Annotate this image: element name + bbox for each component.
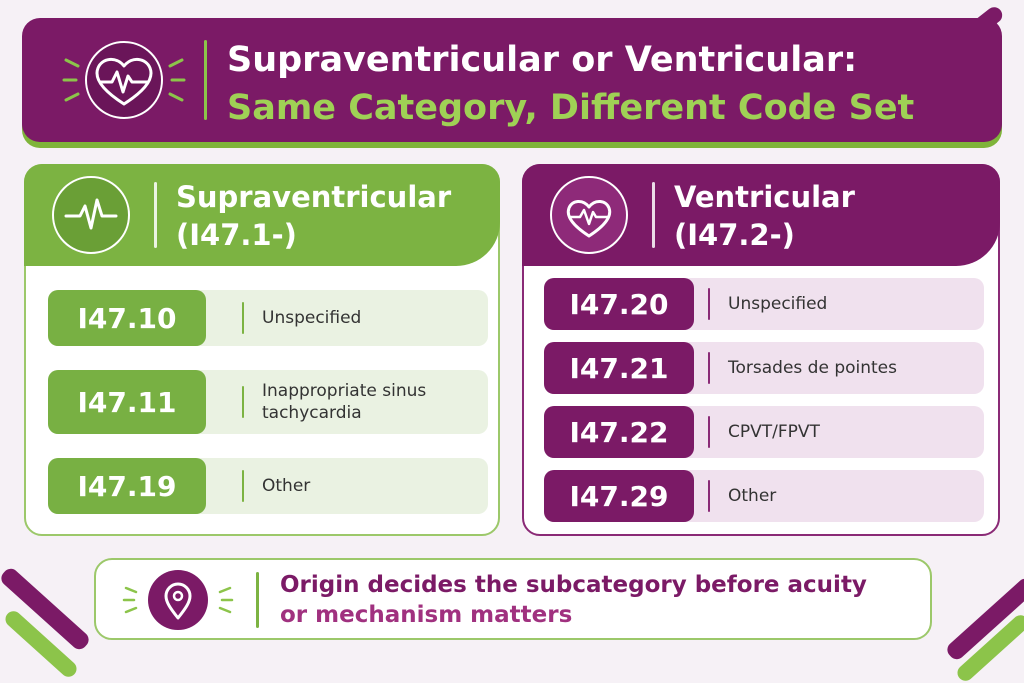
ventricular-panel-header: Ventricular (I47.2-) — [522, 164, 1000, 266]
code-description: Other — [728, 486, 777, 506]
code-badge: I47.11 — [48, 370, 206, 434]
code-row: I47.20 Unspecified — [544, 278, 984, 330]
header-title-line1: Supraventricular or Ventricular: — [227, 40, 858, 80]
code-row: I47.10 Unspecified — [48, 290, 488, 346]
footer-message-line1: Origin decides the subcategory before ac… — [280, 572, 867, 598]
ventricular-title-line2: (I47.2-) — [674, 218, 795, 252]
supraventricular-panel: Supraventricular (I47.1-) I47.10 Unspeci… — [24, 164, 500, 536]
header-title-line2: Same Category, Different Code Set — [227, 88, 915, 128]
code-description: Unspecified — [728, 294, 828, 314]
footer-callout: Origin decides the subcategory before ac… — [94, 558, 932, 640]
supraventricular-title-line1: Supraventricular — [176, 180, 452, 214]
row-divider — [708, 480, 710, 512]
code-description: Other — [262, 476, 311, 496]
supraventricular-title-line2: (I47.1-) — [176, 218, 297, 252]
code-row: I47.19 Other — [48, 458, 488, 514]
row-divider — [708, 416, 710, 448]
code-badge: I47.29 — [544, 470, 694, 522]
ventricular-panel: Ventricular (I47.2-) I47.20 Unspecified … — [522, 164, 1000, 536]
code-badge: I47.21 — [544, 342, 694, 394]
code-description: Unspecified — [262, 308, 362, 328]
code-description: Torsades de pointes — [728, 358, 897, 378]
heart-pulse-icon — [550, 176, 628, 254]
code-row: I47.11 Inappropriate sinus tachycardia — [48, 370, 488, 434]
code-badge: I47.20 — [544, 278, 694, 330]
code-description: Inappropriate sinus tachycardia — [262, 381, 427, 423]
code-row: I47.22 CPVT/FPVT — [544, 406, 984, 458]
ventricular-title-line1: Ventricular — [674, 180, 855, 214]
header-banner: Supraventricular or Ventricular: Same Ca… — [22, 18, 1002, 142]
row-divider — [708, 288, 710, 320]
footer-message: Origin decides the subcategory before ac… — [280, 570, 867, 630]
code-row: I47.21 Torsades de pointes — [544, 342, 984, 394]
code-badge: I47.19 — [48, 458, 206, 514]
panel-header-divider — [652, 182, 655, 248]
code-badge: I47.22 — [544, 406, 694, 458]
row-divider — [242, 302, 244, 334]
supraventricular-panel-header: Supraventricular (I47.1-) — [24, 164, 500, 266]
code-badge: I47.10 — [48, 290, 206, 346]
row-divider — [242, 470, 244, 502]
row-divider — [242, 386, 244, 418]
code-description: CPVT/FPVT — [728, 422, 820, 442]
row-divider — [708, 352, 710, 384]
footer-message-line2: or mechanism matters — [280, 602, 573, 628]
footer-divider — [256, 572, 259, 628]
supraventricular-title: Supraventricular (I47.1-) — [176, 178, 451, 254]
code-row: I47.29 Other — [544, 470, 984, 522]
panel-header-divider — [154, 182, 157, 248]
pulse-wave-icon — [52, 176, 130, 254]
location-pin-icon — [122, 568, 234, 632]
heart-pulse-icon — [62, 38, 186, 122]
header-divider — [204, 40, 207, 120]
ventricular-title: Ventricular (I47.2-) — [674, 178, 855, 254]
